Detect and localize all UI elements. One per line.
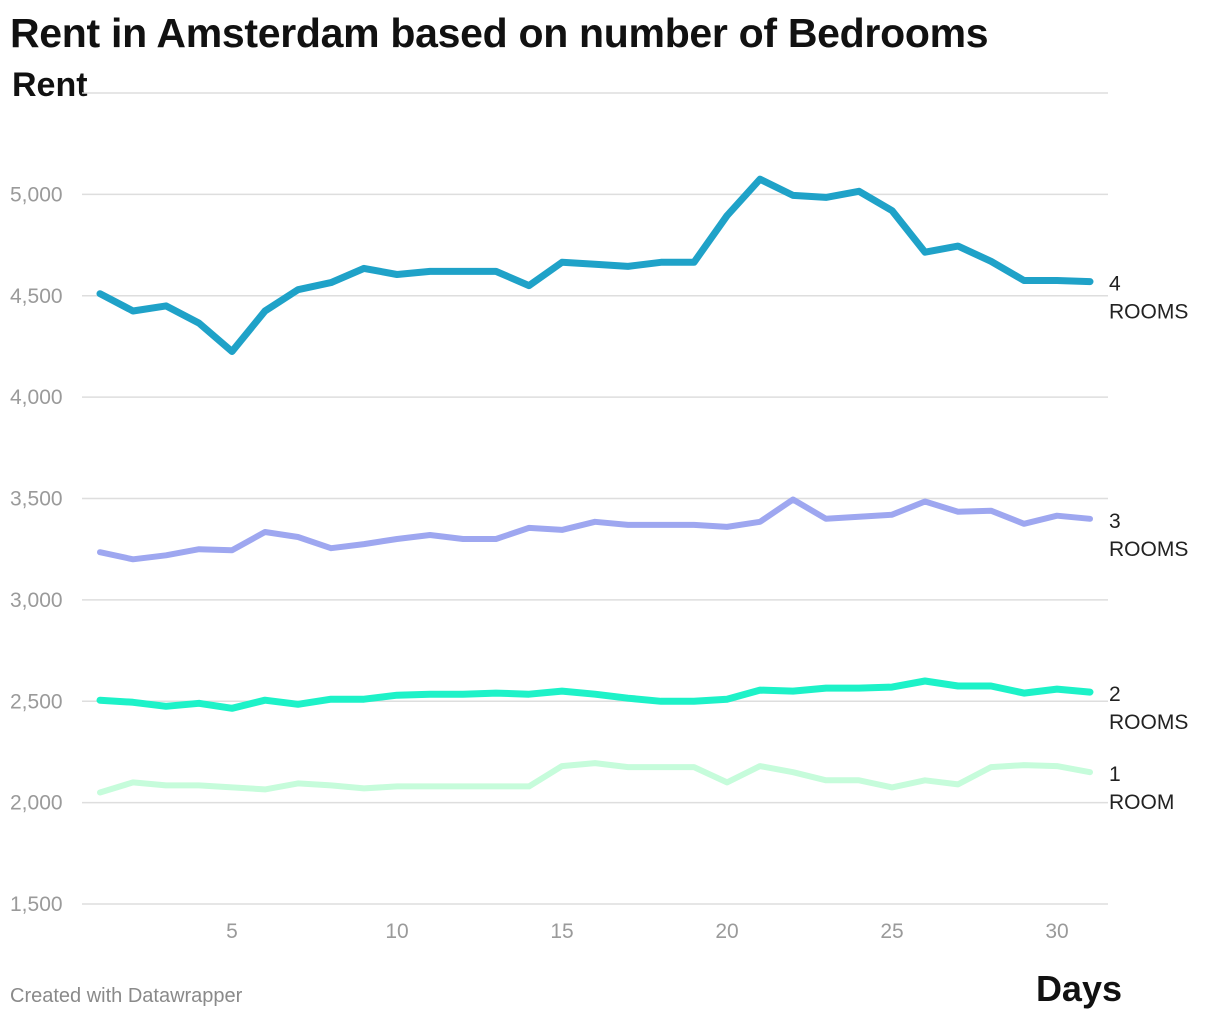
y-axis-ticks: 1,500 2,000 2,500 3,000 3,500 4,000 4,500 5,000 [10,183,63,916]
chart-title: Rent in Amsterdam based on number of Bed… [10,10,989,56]
series-line-4-rooms [96,175,1094,355]
series-line-2-rooms [96,677,1094,712]
x-tick-label: 25 [880,920,903,943]
y-tick-label: 3,500 [10,488,63,511]
series-lines [96,175,1094,796]
series-label-1-room: 1 ROOM [1109,763,1174,814]
y-tick-label: 2,500 [10,690,63,713]
series-line-1-room [97,760,1093,796]
x-axis-ticks: 5 10 15 20 25 30 [226,920,1069,943]
x-tick-label: 5 [226,920,238,943]
x-tick-label: 10 [385,920,408,943]
series-label-4-rooms: 4 ROOMS [1109,273,1188,324]
y-axis-label: Rent [12,66,88,104]
series-label-3-rooms: 3 ROOMS [1109,510,1188,561]
y-tick-label: 1,500 [10,893,63,916]
y-tick-label: 4,500 [10,285,63,308]
y-tick-label: 4,000 [10,386,63,409]
y-tick-label: 3,000 [10,589,63,612]
x-tick-label: 15 [550,920,573,943]
gridlines [82,92,1108,905]
y-tick-label: 5,000 [10,183,63,206]
credit-text: Created with Datawrapper [10,985,243,1007]
x-axis-label: Days [1035,968,1122,1009]
x-tick-label: 20 [715,920,738,943]
series-label-2-rooms: 2 ROOMS [1109,683,1188,734]
y-tick-label: 2,000 [10,792,63,815]
x-tick-label: 30 [1045,920,1068,943]
series-line-3-rooms [97,496,1093,563]
series-labels: 4 ROOMS 3 ROOMS 2 ROOMS 1 ROOM [1109,273,1188,815]
